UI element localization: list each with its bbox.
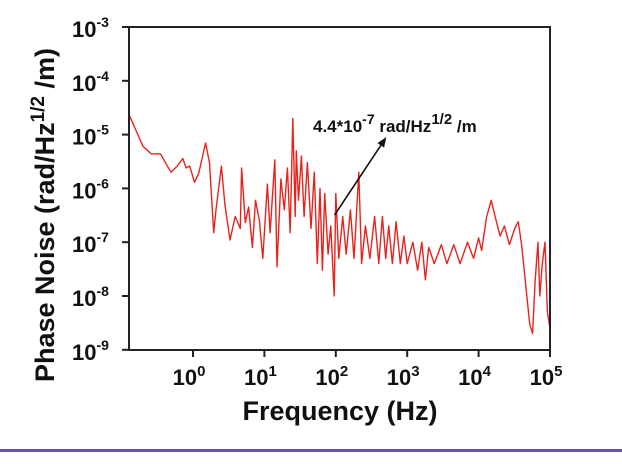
y-tick-label: 10-4 (72, 68, 109, 96)
x-tick-label: 102 (315, 363, 348, 390)
y-tick-label: 10-9 (72, 337, 109, 365)
y-tick-label: 10-3 (72, 14, 109, 42)
annotation-text: 4.4*10-7 rad/Hz1/2 /m (313, 111, 477, 136)
x-axis-title: Frequency (Hz) (242, 396, 437, 426)
x-tick-label: 100 (173, 363, 206, 390)
y-tick-label: 10-8 (72, 283, 109, 311)
annotation-arrow (333, 144, 382, 216)
x-tick-label: 101 (244, 363, 277, 390)
annotation: 4.4*10-7 rad/Hz1/2 /m (313, 111, 477, 216)
y-tick-label: 10-6 (72, 175, 109, 203)
series-line (129, 115, 551, 335)
x-tick-label: 105 (530, 363, 563, 390)
plot-frame (128, 26, 551, 351)
annotation-arrowhead (377, 137, 387, 148)
y-tick-label: 10-5 (72, 122, 109, 150)
x-tick-label: 103 (387, 363, 420, 390)
footer-rule (0, 449, 622, 452)
ticks: 100 101 102 103 104 105 10-3 10-4 10-5 10-6 10-7 10… (72, 14, 562, 390)
y-axis-title: Phase Noise (rad/Hz1/2 /m) (28, 48, 60, 382)
y-tick-label: 10-7 (72, 229, 109, 257)
x-tick-label: 104 (458, 363, 491, 390)
